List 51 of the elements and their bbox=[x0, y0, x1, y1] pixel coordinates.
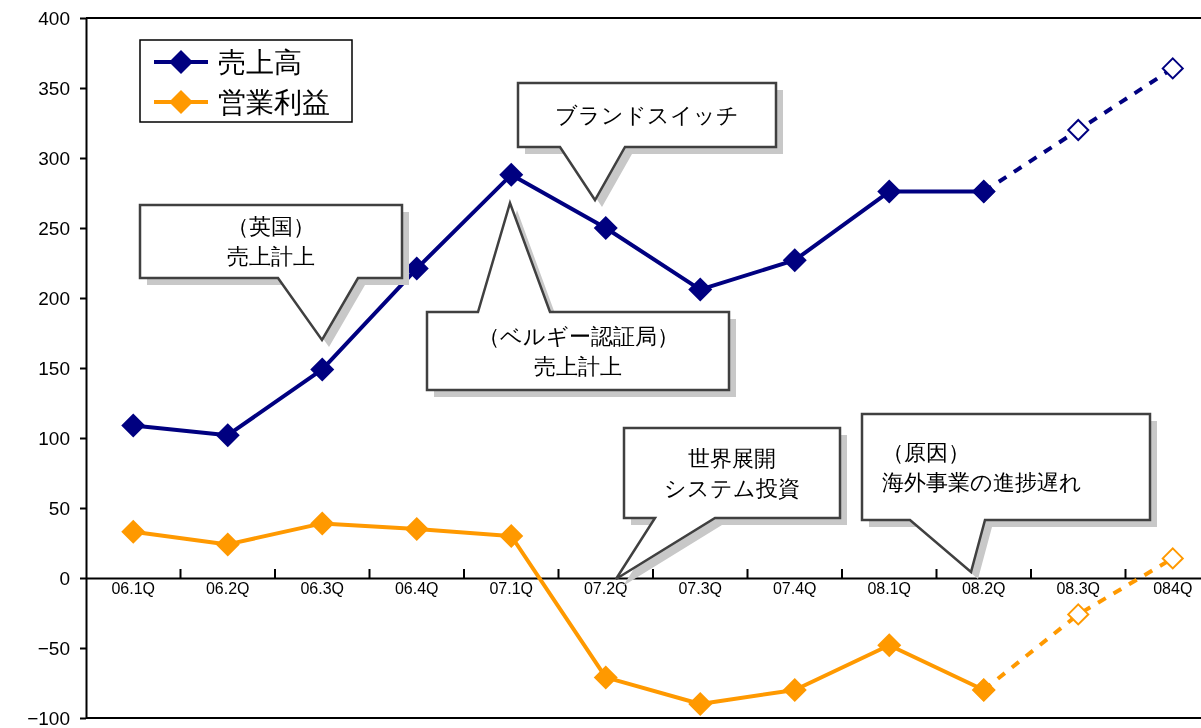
point bbox=[499, 162, 524, 187]
x-tick-label: 06.3Q bbox=[300, 580, 345, 598]
point bbox=[310, 357, 335, 382]
point bbox=[215, 423, 240, 448]
y-tick-label: 100 bbox=[38, 427, 70, 449]
x-tick-label: 084Q bbox=[1153, 580, 1193, 598]
point bbox=[688, 692, 713, 716]
point bbox=[1067, 119, 1090, 141]
y-tick-label: 150 bbox=[38, 357, 70, 379]
annotation: （原因）海外事業の進捗遅れ bbox=[882, 439, 1082, 495]
x-tick-label: 07.4Q bbox=[772, 580, 817, 598]
point bbox=[782, 678, 807, 702]
point bbox=[215, 532, 240, 557]
point bbox=[121, 413, 146, 438]
annotation: （英国）売上計上 bbox=[227, 214, 315, 270]
point bbox=[593, 665, 618, 690]
y-tick-label: 50 bbox=[48, 497, 70, 519]
point bbox=[404, 517, 429, 541]
y-tick-label: 350 bbox=[38, 77, 70, 99]
y-tick-label: 200 bbox=[38, 287, 70, 309]
annotation: ブランドスイッチ bbox=[555, 102, 739, 128]
annotation: 世界展開システム投資 bbox=[664, 445, 800, 501]
y-tick-label: −100 bbox=[27, 707, 70, 728]
y-tick-label: −50 bbox=[37, 637, 70, 659]
point bbox=[1067, 603, 1090, 626]
x-tick-label: 08.1Q bbox=[867, 580, 912, 598]
point bbox=[877, 633, 902, 658]
point bbox=[593, 216, 618, 240]
y-tick-label: 0 bbox=[59, 567, 70, 589]
x-tick-label: 08.3Q bbox=[1056, 580, 1101, 598]
y-tick-label: 300 bbox=[38, 147, 70, 169]
x-tick-label: 08.2Q bbox=[961, 580, 1006, 598]
x-tick-label: 07.3Q bbox=[678, 580, 723, 598]
legend-label: 売上高 bbox=[218, 46, 302, 79]
point bbox=[877, 179, 902, 204]
point bbox=[499, 524, 524, 548]
point bbox=[310, 511, 335, 536]
point bbox=[1161, 57, 1184, 80]
point bbox=[688, 277, 713, 302]
point bbox=[1161, 547, 1184, 570]
x-tick-label: 06.1Q bbox=[111, 580, 156, 598]
x-tick-label: 06.2Q bbox=[205, 580, 250, 598]
x-tick-label: 06.4Q bbox=[394, 580, 439, 598]
y-tick-label: 400 bbox=[38, 7, 70, 29]
y-tick-label: 250 bbox=[38, 217, 70, 239]
x-tick-label: 07.2Q bbox=[583, 580, 628, 598]
legend-label: 営業利益 bbox=[218, 86, 330, 119]
x-tick-label: 07.1Q bbox=[489, 580, 534, 598]
point bbox=[782, 248, 807, 273]
point bbox=[121, 519, 146, 544]
annotation: （ベルギー認証局）売上計上 bbox=[477, 323, 679, 379]
